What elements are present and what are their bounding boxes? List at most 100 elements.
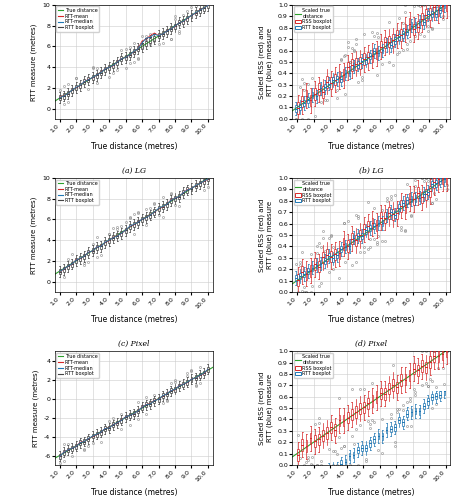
Bar (203, 370, 205, 376)
Bar (394, 212, 396, 218)
Bar (334, 74, 336, 86)
Bar (310, 266, 311, 276)
Bar (339, 248, 340, 259)
Bar (430, 356, 431, 368)
Bar (100, 70, 102, 75)
Bar (302, 266, 303, 278)
Bar (434, 178, 435, 188)
Bar (400, 200, 402, 211)
Bar (374, 436, 375, 442)
Bar (306, 268, 307, 280)
Bar (195, 183, 197, 188)
Legend: True distance, RTT-mean, RTT-median, RTT boxplot: True distance, RTT-mean, RTT-median, RTT… (56, 180, 99, 204)
Bar (178, 194, 180, 199)
Bar (112, 422, 114, 427)
Bar (444, 5, 445, 8)
Bar (438, 351, 439, 362)
X-axis label: True distance (metres): True distance (metres) (91, 142, 177, 151)
Bar (378, 220, 379, 226)
Bar (199, 8, 201, 13)
Bar (199, 181, 201, 186)
Bar (423, 18, 425, 25)
Bar (392, 34, 394, 46)
Bar (369, 53, 371, 60)
Bar (157, 33, 160, 38)
Bar (425, 188, 427, 200)
Bar (75, 85, 77, 90)
X-axis label: True distance (metres): True distance (metres) (91, 488, 177, 497)
Bar (328, 80, 330, 87)
Bar (378, 50, 379, 56)
Bar (417, 364, 419, 376)
Bar (121, 231, 122, 236)
Bar (314, 436, 316, 447)
Bar (435, 10, 437, 17)
Bar (415, 22, 416, 28)
Bar (413, 363, 415, 374)
Bar (203, 6, 205, 10)
Bar (384, 388, 386, 400)
Bar (182, 382, 184, 386)
Bar (404, 201, 406, 212)
Bar (386, 212, 388, 219)
Bar (129, 224, 131, 229)
Bar (133, 222, 135, 227)
Bar (409, 193, 410, 204)
Bar (425, 362, 427, 373)
Bar (178, 20, 180, 25)
Bar (145, 402, 147, 407)
Bar (125, 55, 126, 60)
Bar (153, 36, 155, 41)
Text: (d) Pixel: (d) Pixel (355, 340, 387, 348)
Bar (357, 446, 359, 453)
Bar (207, 367, 209, 372)
Bar (334, 424, 336, 436)
Bar (340, 246, 342, 252)
Bar (427, 398, 429, 404)
Bar (423, 403, 425, 409)
Bar (390, 426, 392, 432)
Bar (63, 94, 65, 98)
Bar (340, 76, 342, 82)
Bar (306, 440, 307, 452)
Bar (320, 260, 322, 267)
Bar (299, 104, 301, 110)
Bar (137, 408, 139, 414)
Bar (302, 439, 303, 450)
Bar (141, 216, 143, 222)
Bar (133, 412, 135, 416)
Bar (355, 235, 357, 246)
Bar (446, 178, 448, 184)
X-axis label: True distance (metres): True distance (metres) (328, 315, 415, 324)
Bar (359, 403, 361, 414)
Y-axis label: RTT measure (metres): RTT measure (metres) (32, 370, 39, 447)
Bar (435, 180, 437, 186)
Y-axis label: RTT measure (metres): RTT measure (metres) (30, 196, 37, 274)
Bar (137, 220, 139, 225)
Bar (326, 249, 328, 260)
Bar (353, 63, 354, 70)
Bar (431, 11, 433, 17)
Bar (382, 433, 383, 440)
Bar (116, 234, 118, 238)
Bar (116, 420, 118, 425)
Bar (430, 186, 431, 197)
Bar (125, 228, 126, 232)
Bar (298, 274, 299, 285)
Bar (394, 38, 396, 44)
Bar (322, 86, 324, 98)
Bar (372, 50, 373, 62)
Bar (378, 433, 379, 439)
Bar (170, 198, 172, 203)
Bar (410, 409, 412, 416)
Bar (388, 208, 390, 219)
Bar (316, 262, 317, 268)
Bar (308, 268, 309, 274)
Bar (392, 208, 394, 220)
Bar (199, 373, 201, 378)
Text: (a) LG: (a) LG (121, 166, 146, 174)
Bar (308, 97, 309, 103)
X-axis label: True distance (metres): True distance (metres) (328, 142, 415, 151)
Bar (170, 388, 172, 393)
Bar (344, 244, 346, 250)
